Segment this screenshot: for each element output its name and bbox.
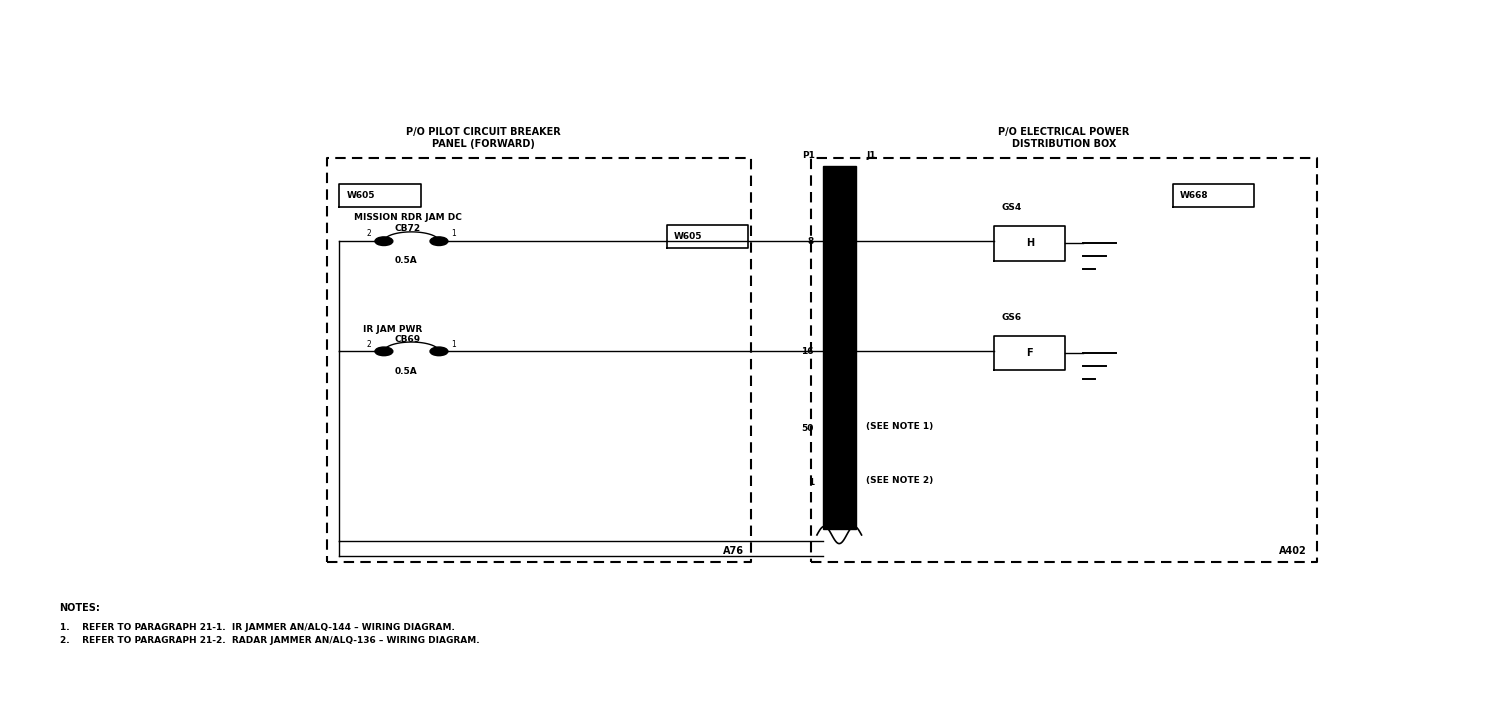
Text: 1: 1 bbox=[808, 478, 814, 487]
Text: J1: J1 bbox=[866, 151, 875, 160]
Text: H: H bbox=[1025, 238, 1034, 248]
Circle shape bbox=[430, 237, 448, 246]
Text: MISSION RDR JAM DC: MISSION RDR JAM DC bbox=[354, 213, 461, 222]
Text: F: F bbox=[1027, 348, 1033, 358]
Text: A402: A402 bbox=[1278, 546, 1306, 556]
Text: CB72: CB72 bbox=[394, 225, 421, 233]
Text: A76: A76 bbox=[723, 546, 744, 556]
Text: W605: W605 bbox=[674, 233, 702, 241]
Text: 2: 2 bbox=[366, 230, 372, 238]
Text: 1.    REFER TO PARAGRAPH 21-1.  IR JAMMER AN/ALQ-144 – WIRING DIAGRAM.: 1. REFER TO PARAGRAPH 21-1. IR JAMMER AN… bbox=[60, 624, 454, 632]
Text: 50: 50 bbox=[802, 424, 814, 433]
Bar bbox=[823, 166, 856, 529]
Text: CB69: CB69 bbox=[394, 336, 421, 344]
Text: GS4: GS4 bbox=[1001, 204, 1022, 212]
Circle shape bbox=[375, 347, 393, 356]
Text: W668: W668 bbox=[1180, 192, 1208, 200]
Text: IR JAM PWR: IR JAM PWR bbox=[363, 325, 423, 333]
Text: 0.5A: 0.5A bbox=[394, 367, 417, 376]
Text: 1: 1 bbox=[451, 340, 457, 348]
Text: 16: 16 bbox=[802, 347, 814, 356]
Text: 1: 1 bbox=[451, 230, 457, 238]
Text: (SEE NOTE 2): (SEE NOTE 2) bbox=[866, 477, 933, 485]
Text: 0.5A: 0.5A bbox=[394, 256, 417, 265]
Circle shape bbox=[430, 347, 448, 356]
Circle shape bbox=[375, 237, 393, 246]
Text: NOTES:: NOTES: bbox=[60, 603, 100, 613]
Text: GS6: GS6 bbox=[1001, 312, 1022, 322]
Text: P/O PILOT CIRCUIT BREAKER
PANEL (FORWARD): P/O PILOT CIRCUIT BREAKER PANEL (FORWARD… bbox=[406, 127, 561, 149]
Text: P/O ELECTRICAL POWER
DISTRIBUTION BOX: P/O ELECTRICAL POWER DISTRIBUTION BOX bbox=[998, 127, 1129, 149]
Text: 2: 2 bbox=[366, 340, 372, 348]
Text: 8: 8 bbox=[808, 237, 814, 246]
Text: (SEE NOTE 1): (SEE NOTE 1) bbox=[866, 423, 933, 431]
Text: P1: P1 bbox=[802, 151, 815, 160]
Text: 2.    REFER TO PARAGRAPH 21-2.  RADAR JAMMER AN/ALQ-136 – WIRING DIAGRAM.: 2. REFER TO PARAGRAPH 21-2. RADAR JAMMER… bbox=[60, 636, 479, 645]
Text: W605: W605 bbox=[347, 192, 375, 200]
